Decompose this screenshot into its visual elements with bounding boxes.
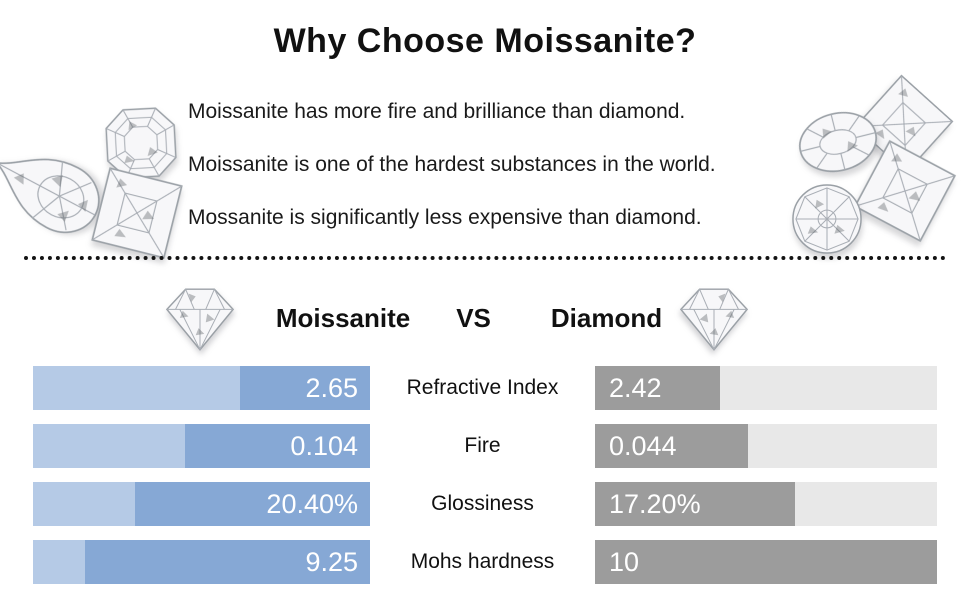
diamond-value: 0.044	[609, 431, 677, 461]
moissanite-bar-fill	[135, 482, 370, 526]
comparison-chart: 2.65 Refractive Index 2.42 0.104 Fire 0.…	[33, 366, 937, 598]
diamond-bar-fill	[595, 482, 796, 526]
comparison-row-glossiness: 20.40% Glossiness 17.20%	[33, 482, 937, 526]
moissanite-bar-fill	[184, 424, 370, 468]
diamond-value: 10	[609, 547, 640, 577]
gem-cluster-right	[790, 84, 968, 256]
diamond-gem-icon	[678, 283, 750, 353]
moissanite-bar-fill	[84, 540, 370, 584]
metric-label: Refractive Index	[406, 376, 559, 399]
diamond-bar-fill	[595, 424, 748, 468]
moissanite-value: 0.104	[290, 431, 358, 461]
diamond-bar: 2.42	[595, 366, 937, 410]
metric-label: Glossiness	[431, 492, 534, 515]
benefit-line-1: Moissanite has more fire and brilliance …	[188, 100, 686, 123]
diamond-label: Diamond	[550, 302, 663, 333]
moissanite-diamond-icon	[164, 283, 236, 353]
benefit-line-2: Moissanite is one of the hardest substan…	[188, 153, 716, 176]
diamond-bar: 17.20%	[595, 482, 937, 526]
diamond-bar: 10	[595, 540, 937, 584]
moissanite-bar: 2.65	[33, 366, 370, 410]
moissanite-bar: 0.104	[33, 424, 370, 468]
diamond-value: 17.20%	[609, 489, 701, 519]
benefit-line-3: Mossanite is significantly less expensiv…	[188, 206, 702, 229]
metric-label: Fire	[464, 434, 501, 457]
dotted-divider	[24, 256, 946, 260]
moissanite-value: 2.65	[305, 373, 358, 403]
comparison-row-mohs-hardness: 9.25 Mohs hardness 10	[33, 540, 937, 584]
diamond-value: 2.42	[609, 373, 662, 403]
diamond-bar: 0.044	[595, 424, 937, 468]
gem-cluster-left	[2, 100, 192, 250]
metric-label: Mohs hardness	[410, 550, 555, 573]
moissanite-label: Moissanite	[275, 302, 411, 333]
moissanite-value: 20.40%	[266, 489, 358, 519]
vs-label: VS	[456, 302, 491, 333]
comparison-row-fire: 0.104 Fire 0.044	[33, 424, 937, 468]
moissanite-bar: 20.40%	[33, 482, 370, 526]
page-title: Why Choose Moissanite?	[273, 22, 697, 60]
moissanite-value: 9.25	[305, 547, 358, 577]
vs-header: Moissanite VS Diamond	[0, 280, 942, 356]
diamond-bar-fill	[595, 540, 937, 584]
comparison-row-refractive-index: 2.65 Refractive Index 2.42	[33, 366, 937, 410]
moissanite-bar: 9.25	[33, 540, 370, 584]
moissanite-bar-fill	[239, 366, 370, 410]
diamond-bar-fill	[595, 366, 720, 410]
round-gem-icon	[790, 182, 864, 256]
